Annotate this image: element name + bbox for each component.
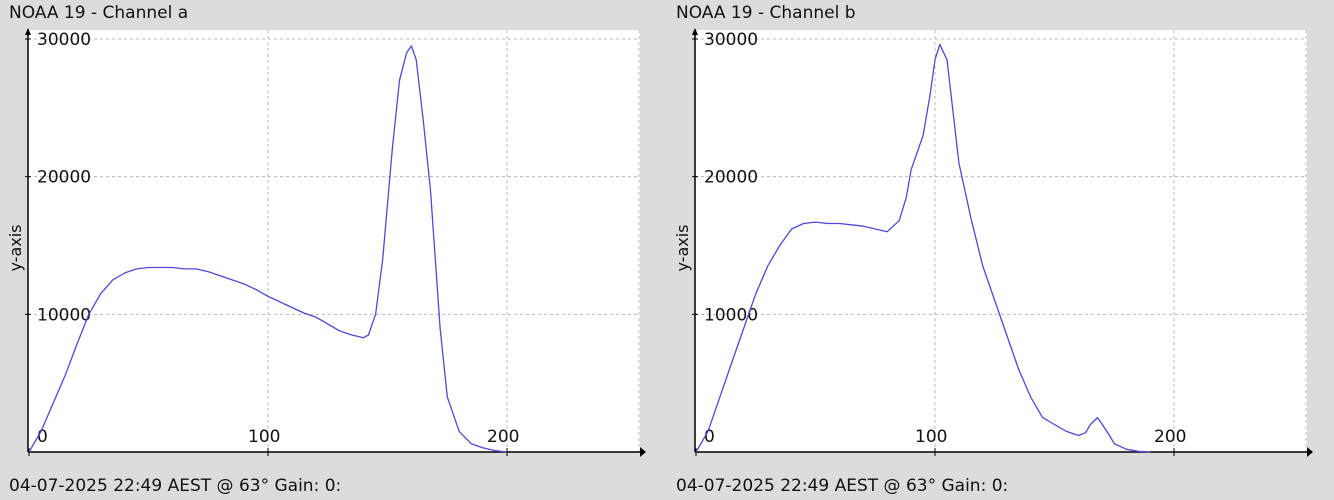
x-axis-arrow (1307, 447, 1313, 457)
x-tick-label: 0 (704, 427, 715, 447)
y-tick-label: 10000 (37, 305, 91, 325)
series-line (695, 43, 1151, 453)
y-axis-label: y-axis (6, 224, 25, 271)
series-line (28, 45, 508, 453)
channel-b-panel: NOAA 19 - Channel b 0 100 200 10000 20000 300… (667, 0, 1333, 500)
plot-area (28, 30, 640, 452)
chart-title: NOAA 19 - Channel b (676, 3, 856, 23)
plot-area (695, 30, 1307, 452)
y-tick-label: 30000 (704, 30, 758, 50)
pass-info-footer: 04-07-2025 22:49 AEST @ 63° Gain: 0: (9, 476, 342, 496)
x-tick-label: 100 (915, 427, 947, 447)
x-tick-label: 200 (487, 427, 519, 447)
x-axis-arrow (640, 447, 646, 457)
y-tick-label: 10000 (704, 305, 758, 325)
y-tick-label: 30000 (37, 30, 91, 50)
channel-b-chart: 0 100 200 10000 20000 30000 y-axis (673, 28, 1313, 457)
channel-a-chart: 0 100 200 10000 20000 30000 y-axis (6, 28, 646, 457)
channel-a-panel: NOAA 19 - Channel a 0 100 200 10000 20000 300… (0, 0, 666, 500)
chart-title: NOAA 19 - Channel a (9, 3, 189, 23)
y-axis-label: y-axis (673, 224, 692, 271)
y-tick-label: 20000 (37, 168, 91, 188)
x-tick-label: 200 (1154, 427, 1186, 447)
x-tick-label: 0 (37, 427, 48, 447)
x-tick-label: 100 (248, 427, 280, 447)
y-axis-arrow (25, 28, 31, 35)
pass-info-footer: 04-07-2025 22:49 AEST @ 63° Gain: 0: (676, 476, 1009, 496)
y-tick-label: 20000 (704, 168, 758, 188)
y-axis-arrow (692, 28, 698, 35)
